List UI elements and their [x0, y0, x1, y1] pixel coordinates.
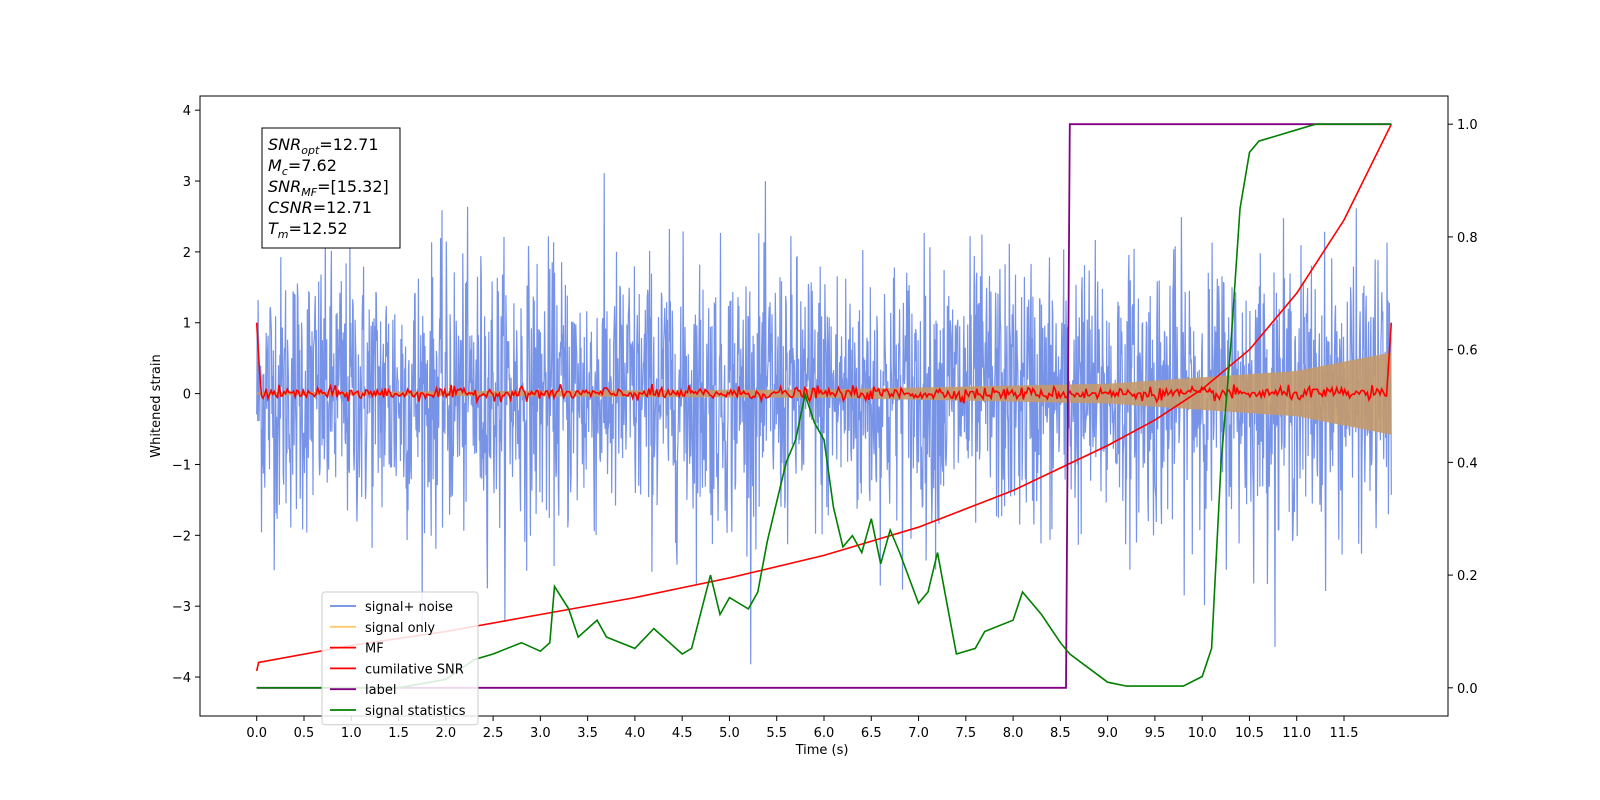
x-tick-label: 6.0 — [814, 726, 835, 741]
y-left-axis: 4 3 2 1 0 −1 −2 −3 −4 — [172, 104, 200, 686]
y-left-tick-label: −4 — [172, 671, 191, 686]
x-tick-label: 1.0 — [341, 726, 362, 741]
x-tick-label: 1.5 — [388, 726, 409, 741]
series-mf — [255, 322, 1393, 405]
legend-label: signal only — [365, 621, 435, 636]
y-left-tick-label: 0 — [183, 388, 191, 403]
x-tick-label: 10.0 — [1188, 726, 1217, 741]
x-tick-label: 5.5 — [766, 726, 787, 741]
x-tick-label: 7.5 — [955, 726, 976, 741]
y-right-tick-label: 0.8 — [1457, 231, 1478, 246]
x-axis: 0.0 0.5 1.0 1.5 2.0 2.5 3.0 3.5 4.0 4.5 5.0 5.5 6.0 6… — [246, 716, 1358, 741]
y-right-axis: 1.0 0.8 0.6 0.4 0.2 0.0 — [1448, 118, 1478, 697]
legend: signal+ noise signal only MF cumilative SNR… — [321, 591, 479, 726]
x-tick-label: 2.0 — [435, 726, 456, 741]
y-right-tick-label: 0.4 — [1457, 456, 1478, 471]
annotation-line: CSNR=12.71 — [268, 198, 372, 217]
y-right-tick-label: 1.0 — [1457, 118, 1478, 133]
series-signal-statistics — [256, 123, 1392, 689]
y-right-tick-label: 0.6 — [1457, 344, 1478, 359]
x-tick-label: 6.5 — [861, 726, 882, 741]
legend-frame — [321, 591, 479, 726]
x-tick-label: 11.5 — [1330, 726, 1359, 741]
x-tick-label: 9.0 — [1097, 726, 1118, 741]
x-tick-label: 10.5 — [1235, 726, 1264, 741]
y-left-tick-label: −3 — [172, 600, 191, 615]
annotation-line: SNRopt=12.71 — [268, 135, 379, 157]
y-left-tick-label: 2 — [183, 246, 191, 261]
series-signal-noise — [256, 173, 1392, 665]
annotation-frame — [261, 127, 401, 249]
legend-label: signal statistics — [365, 704, 466, 719]
x-tick-label: 4.5 — [672, 726, 693, 741]
legend-label: cumilative SNR — [365, 662, 464, 677]
annotation-line: SNRMF=[15.32] — [268, 177, 389, 199]
x-tick-label: 2.5 — [483, 726, 504, 741]
y-right-tick-label: 0.0 — [1457, 682, 1478, 697]
annotation-box: SNRopt=12.71Mc=7.62SNRMF=[15.32]CSNR=12.… — [261, 127, 401, 249]
y-left-tick-label: 4 — [183, 104, 191, 119]
x-tick-label: 7.0 — [908, 726, 929, 741]
x-axis-label: Time (s) — [795, 743, 849, 758]
legend-label: signal+ noise — [365, 600, 453, 615]
y-left-tick-label: 1 — [183, 317, 191, 332]
series-label — [256, 123, 1392, 689]
x-tick-label: 0.0 — [246, 726, 267, 741]
y-right-tick-label: 0.2 — [1457, 569, 1478, 584]
x-tick-label: 8.5 — [1050, 726, 1071, 741]
legend-label: MF — [365, 642, 384, 657]
annotation-line: Tm=12.52 — [268, 219, 348, 241]
y-left-tick-label: 3 — [183, 175, 191, 190]
x-tick-label: 3.5 — [577, 726, 598, 741]
x-tick-label: 3.0 — [530, 726, 551, 741]
x-tick-label: 0.5 — [294, 726, 315, 741]
x-tick-label: 5.0 — [719, 726, 740, 741]
y-left-tick-label: −2 — [172, 529, 191, 544]
x-tick-label: 9.5 — [1145, 726, 1166, 741]
x-tick-label: 11.0 — [1282, 726, 1311, 741]
y-left-tick-label: −1 — [172, 458, 191, 473]
annotation-line: Mc=7.62 — [268, 156, 337, 178]
y-axis-label: Whitened strain — [149, 354, 164, 457]
legend-label: label — [365, 683, 396, 698]
x-tick-label: 8.0 — [1003, 726, 1024, 741]
x-tick-label: 4.0 — [625, 726, 646, 741]
